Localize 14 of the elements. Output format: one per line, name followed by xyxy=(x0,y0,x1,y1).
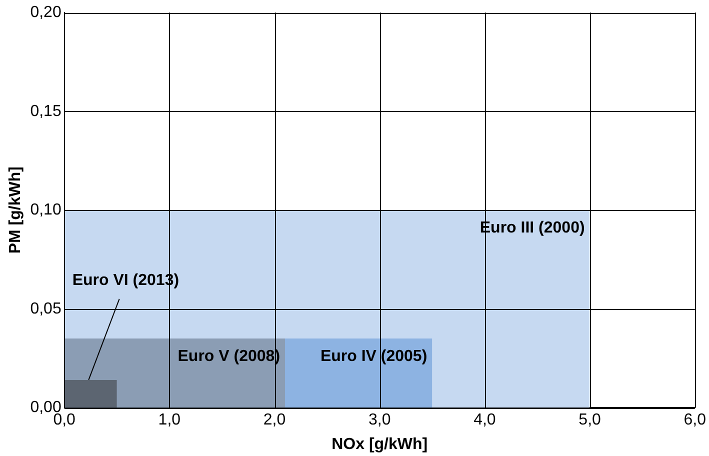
x-tick-label: 4,0 xyxy=(474,412,496,429)
series-label: Euro IV (2005) xyxy=(320,348,428,365)
x-tick-label: 1,0 xyxy=(158,412,181,429)
x-tick-label: 2,0 xyxy=(263,412,286,429)
x-tick-label: 5,0 xyxy=(578,412,602,429)
x-axis-title: NOx [g/kWh] xyxy=(332,436,428,453)
y-tick-label: 0,05 xyxy=(30,300,62,318)
x-tick-label: 0,0 xyxy=(53,412,76,429)
y-tick-label: 0,15 xyxy=(30,102,62,120)
y-axis-title: PM [g/kWh] xyxy=(7,166,24,254)
x-tick-label: 3,0 xyxy=(368,412,391,429)
y-tick-label: 0,10 xyxy=(30,202,62,219)
x-tick-label: 6,0 xyxy=(684,412,706,429)
y-tick-label: 0,20 xyxy=(30,4,62,22)
